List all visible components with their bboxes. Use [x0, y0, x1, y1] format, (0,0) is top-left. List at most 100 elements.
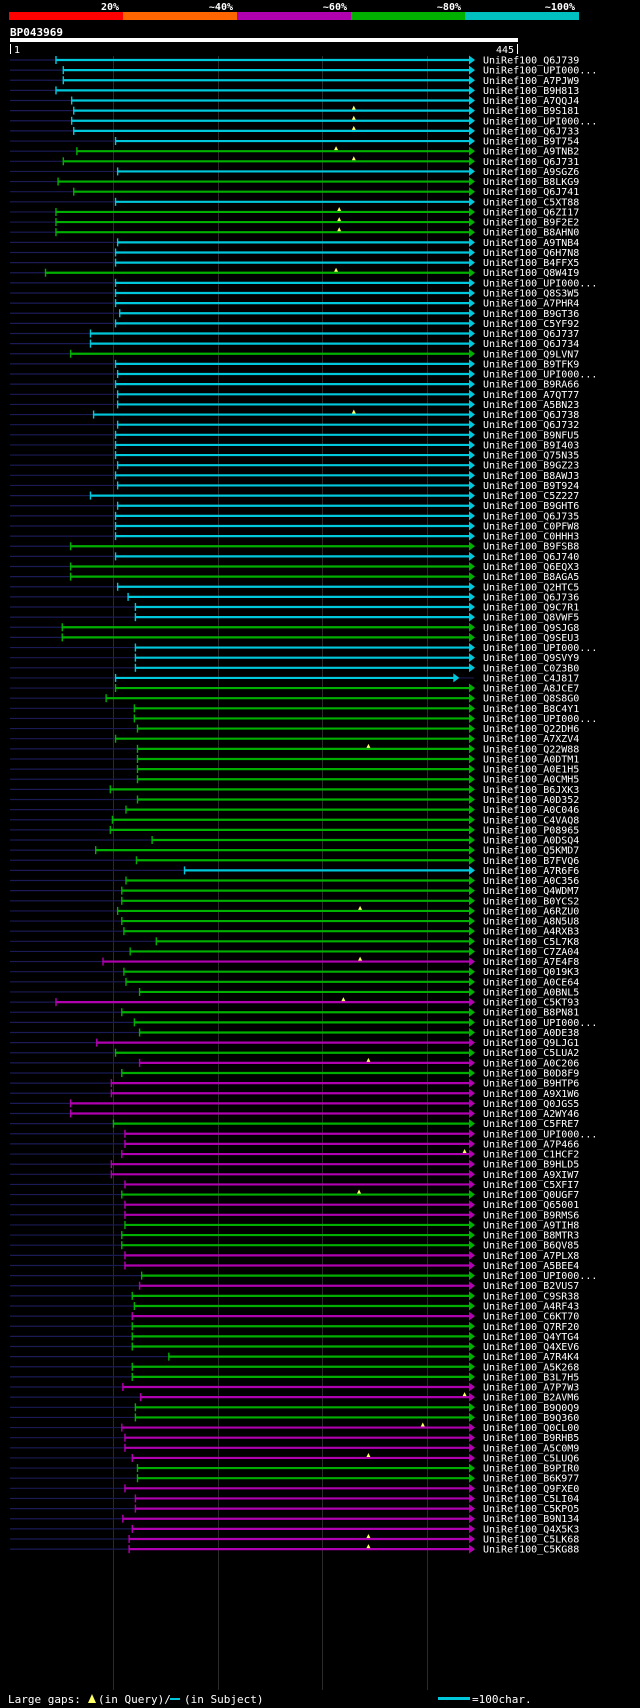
hit-label[interactable]: UniRef100_P08965 — [483, 825, 579, 836]
hit-label[interactable]: UniRef100_C4VAQ8 — [483, 815, 579, 826]
hit-label[interactable]: UniRef100_Q6H7N8 — [483, 248, 579, 259]
hit-row[interactable]: UniRef100_B9HLD5 — [10, 1159, 579, 1171]
hit-label[interactable]: UniRef100_B9GZ23 — [483, 461, 579, 472]
hit-row[interactable]: UniRef100_UPI000... — [10, 1271, 597, 1282]
hit-row[interactable]: UniRef100_UPI000... — [10, 115, 597, 128]
hit-row[interactable]: UniRef100_C5LUA2 — [10, 1048, 579, 1059]
hit-label[interactable]: UniRef100_B3L7H5 — [483, 1372, 579, 1383]
hit-label[interactable]: UniRef100_C4J817 — [483, 673, 579, 684]
hit-row[interactable]: UniRef100_B6QV85 — [10, 1240, 579, 1252]
hit-label[interactable]: UniRef100_Q22W88 — [483, 744, 579, 755]
hit-row[interactable]: UniRef100_Q6ZI17 — [10, 206, 579, 219]
hit-row[interactable]: UniRef100_A0C356 — [10, 876, 579, 887]
hit-label[interactable]: UniRef100_UPI000... — [483, 116, 597, 127]
hit-row[interactable]: UniRef100_C5Z227 — [10, 491, 579, 502]
hit-row[interactable]: UniRef100_UPI000... — [10, 278, 597, 289]
hit-label[interactable]: UniRef100_C5LK68 — [483, 1534, 579, 1545]
hit-label[interactable]: UniRef100_A7P466 — [483, 1139, 579, 1150]
hit-label[interactable]: UniRef100_C5LUA2 — [483, 1048, 579, 1059]
hit-label[interactable]: UniRef100_A4RF43 — [483, 1301, 579, 1312]
hit-label[interactable]: UniRef100_Q6J738 — [483, 410, 579, 421]
hit-row[interactable]: UniRef100_UPI000... — [10, 369, 597, 381]
hit-label[interactable]: UniRef100_A7R4K4 — [483, 1352, 579, 1363]
hit-row[interactable]: UniRef100_B9GHT6 — [10, 501, 579, 512]
hit-label[interactable]: UniRef100_A0E1H5 — [483, 765, 579, 776]
hit-label[interactable]: UniRef100_A0DTM1 — [483, 754, 579, 765]
hit-label[interactable]: UniRef100_B9Q360 — [483, 1413, 579, 1424]
hit-row[interactable]: UniRef100_A2WY46 — [10, 1109, 579, 1120]
hit-row[interactable]: UniRef100_Q6H7N8 — [10, 247, 579, 259]
hit-label[interactable]: UniRef100_C0Z3B0 — [483, 663, 579, 674]
hit-row[interactable]: UniRef100_A7R4K4 — [10, 1352, 579, 1363]
hit-label[interactable]: UniRef100_A9X1W6 — [483, 1089, 579, 1100]
hit-label[interactable]: UniRef100_Q0UGF7 — [483, 1190, 579, 1201]
hit-row[interactable]: UniRef100_B6JXK3 — [10, 784, 579, 796]
hit-label[interactable]: UniRef100_B6JXK3 — [483, 785, 579, 796]
hit-label[interactable]: UniRef100_C9SR38 — [483, 1291, 579, 1302]
hit-label[interactable]: UniRef100_A7PLX8 — [483, 1251, 579, 1262]
hit-row[interactable]: UniRef100_Q9LVN7 — [10, 349, 579, 360]
hit-label[interactable]: UniRef100_C7ZA04 — [483, 947, 579, 958]
hit-row[interactable]: UniRef100_Q6J736 — [10, 592, 579, 603]
hit-row[interactable]: UniRef100_B9RMS6 — [10, 1210, 579, 1221]
hit-label[interactable]: UniRef100_A7P7W3 — [483, 1383, 579, 1394]
hit-label[interactable]: UniRef100_Q8W4I9 — [483, 268, 579, 279]
hit-label[interactable]: UniRef100_Q6J732 — [483, 420, 579, 431]
hit-label[interactable]: UniRef100_Q7RF20 — [483, 1322, 579, 1333]
hit-label[interactable]: UniRef100_Q6J731 — [483, 157, 579, 168]
hit-label[interactable]: UniRef100_Q9SVY9 — [483, 653, 579, 664]
hit-row[interactable]: UniRef100_A9TNB4 — [10, 237, 579, 249]
hit-row[interactable]: UniRef100_A9TNB2 — [10, 146, 579, 158]
hit-row[interactable]: UniRef100_Q9C7R1 — [10, 602, 579, 614]
hit-label[interactable]: UniRef100_B8AHN0 — [483, 228, 579, 239]
hit-label[interactable]: UniRef100_Q019K3 — [483, 967, 579, 978]
hit-row[interactable]: UniRef100_Q65001 — [10, 1200, 579, 1211]
hit-row[interactable]: UniRef100_A0D352 — [10, 794, 579, 806]
hit-row[interactable]: UniRef100_B4FFX5 — [10, 258, 579, 269]
hit-label[interactable]: UniRef100_Q75N35 — [483, 451, 579, 462]
hit-row[interactable]: UniRef100_A7QT77 — [10, 389, 579, 401]
hit-label[interactable]: UniRef100_A8N5U8 — [483, 917, 579, 928]
hit-row[interactable]: UniRef100_A0C046 — [10, 805, 579, 816]
hit-label[interactable]: UniRef100_B9PIR0 — [483, 1464, 579, 1475]
hit-label[interactable]: UniRef100_Q6J741 — [483, 187, 579, 198]
hit-row[interactable]: UniRef100_C7ZA04 — [10, 946, 579, 958]
hit-label[interactable]: UniRef100_UPI000... — [483, 643, 597, 654]
hit-label[interactable]: UniRef100_B7FVQ6 — [483, 856, 579, 867]
hit-label[interactable]: UniRef100_B9HLD5 — [483, 1160, 579, 1171]
hit-row[interactable]: UniRef100_A7R6F6 — [10, 865, 579, 877]
hit-label[interactable]: UniRef100_B9HTP6 — [483, 1079, 579, 1090]
hit-label[interactable]: UniRef100_Q9SJG8 — [483, 623, 579, 634]
hit-label[interactable]: UniRef100_A6RZU0 — [483, 906, 579, 917]
hit-label[interactable]: UniRef100_UPI000... — [483, 714, 597, 725]
hit-row[interactable]: UniRef100_Q75N35 — [10, 450, 579, 462]
hit-row[interactable]: UniRef100_Q0CL00 — [10, 1422, 579, 1435]
hit-row[interactable]: UniRef100_B8C4Y1 — [10, 703, 579, 715]
hit-row[interactable]: UniRef100_C5YF92 — [10, 318, 579, 330]
hit-row[interactable]: UniRef100_C5KPO5 — [10, 1504, 579, 1515]
hit-label[interactable]: UniRef100_C5FRE7 — [483, 1119, 579, 1130]
hit-row[interactable]: UniRef100_A0CMH5 — [10, 774, 579, 786]
hit-row[interactable]: UniRef100_C5XT88 — [10, 197, 579, 208]
hit-row[interactable]: UniRef100_UPI000... — [10, 713, 597, 725]
hit-row[interactable]: UniRef100_Q5KMD7 — [10, 845, 579, 857]
hit-row[interactable]: UniRef100_A0DTM1 — [10, 754, 579, 765]
hit-label[interactable]: UniRef100_B9RA66 — [483, 380, 579, 391]
hit-label[interactable]: UniRef100_B8LKG9 — [483, 177, 579, 188]
hit-row[interactable]: UniRef100_B9HTP6 — [10, 1078, 579, 1090]
hit-row[interactable]: UniRef100_A0BNL5 — [10, 987, 579, 998]
hit-row[interactable]: UniRef100_UPI000... — [10, 1017, 597, 1029]
hit-label[interactable]: UniRef100_B9S181 — [483, 106, 579, 117]
hit-label[interactable]: UniRef100_Q0CL00 — [483, 1423, 579, 1434]
hit-row[interactable]: UniRef100_Q6J737 — [10, 329, 579, 340]
hit-label[interactable]: UniRef100_A0DSQ4 — [483, 836, 579, 847]
hit-row[interactable]: UniRef100_C5LUQ6 — [10, 1452, 579, 1465]
hit-row[interactable]: UniRef100_Q6J740 — [10, 551, 579, 563]
hit-label[interactable]: UniRef100_A9TIH8 — [483, 1220, 579, 1231]
hit-label[interactable]: UniRef100_B9TFK9 — [483, 359, 579, 370]
hit-row[interactable]: UniRef100_Q4WDM7 — [10, 886, 579, 897]
hit-label[interactable]: UniRef100_A0BNL5 — [483, 987, 579, 998]
hit-label[interactable]: UniRef100_A7QT77 — [483, 390, 579, 401]
hit-label[interactable]: UniRef100_Q6ZI17 — [483, 207, 579, 218]
hit-row[interactable]: UniRef100_B0D8F9 — [10, 1068, 579, 1080]
